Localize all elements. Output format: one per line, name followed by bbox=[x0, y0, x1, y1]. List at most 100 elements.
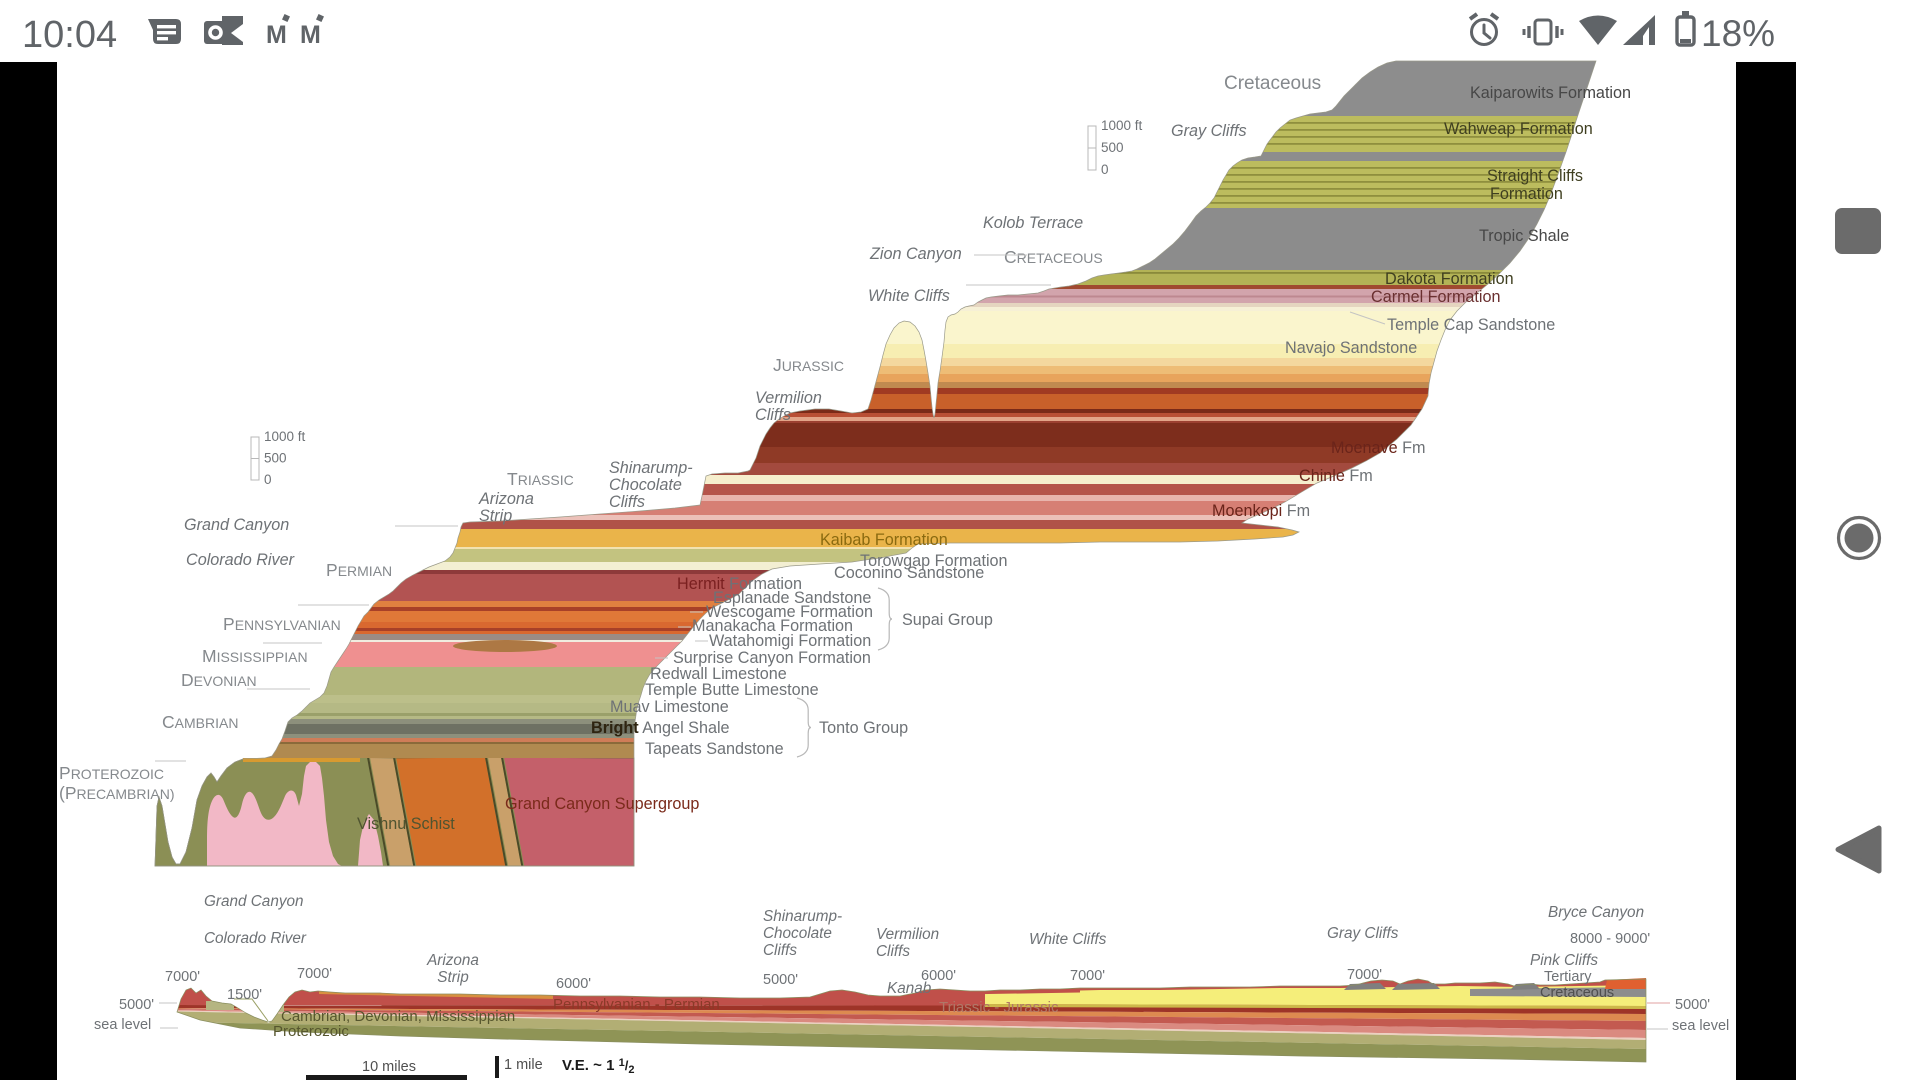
svg-text:Triassic - Jurassic: Triassic - Jurassic bbox=[939, 999, 1059, 1016]
svg-text:MISSISSIPPIAN: MISSISSIPPIAN bbox=[202, 646, 308, 666]
svg-text:Kaiparowits Formation: Kaiparowits Formation bbox=[1470, 84, 1631, 102]
svg-text:500: 500 bbox=[264, 451, 287, 466]
svg-text:Cliffs: Cliffs bbox=[763, 942, 797, 959]
svg-text:Kolob Terrace: Kolob Terrace bbox=[983, 214, 1083, 232]
svg-text:6000': 6000' bbox=[921, 968, 956, 984]
svg-text:Zion Canyon: Zion Canyon bbox=[869, 245, 962, 263]
svg-text:(PRECAMBRIAN): (PRECAMBRIAN) bbox=[59, 783, 175, 803]
svg-text:Moenave Fm: Moenave Fm bbox=[1331, 439, 1425, 457]
svg-text:Arizona: Arizona bbox=[478, 490, 534, 508]
svg-text:1 mile: 1 mile bbox=[504, 1057, 543, 1073]
svg-text:Kanab: Kanab bbox=[887, 980, 932, 997]
svg-text:1500': 1500' bbox=[227, 987, 262, 1003]
svg-text:6000': 6000' bbox=[556, 976, 591, 992]
svg-text:Torowgap Formation: Torowgap Formation bbox=[860, 552, 1008, 570]
svg-text:sea level: sea level bbox=[1672, 1018, 1729, 1034]
svg-text:8000 - 9000': 8000 - 9000' bbox=[1570, 931, 1650, 947]
svg-text:Tropic Shale: Tropic Shale bbox=[1479, 227, 1569, 245]
svg-text:Gray Cliffs: Gray Cliffs bbox=[1171, 122, 1247, 140]
svg-text:Shinarump-: Shinarump- bbox=[763, 908, 842, 925]
svg-text:Formation: Formation bbox=[1490, 185, 1563, 203]
svg-text:Manakacha Formation: Manakacha Formation bbox=[692, 617, 853, 635]
svg-text:10:04: 10:04 bbox=[22, 14, 117, 56]
svg-text:Temple Cap Sandstone: Temple Cap Sandstone bbox=[1387, 316, 1555, 334]
svg-text:Supai Group: Supai Group bbox=[902, 611, 993, 629]
svg-text:Arizona: Arizona bbox=[426, 952, 479, 969]
svg-text:Esplanade Sandstone: Esplanade Sandstone bbox=[713, 589, 871, 607]
svg-text:PERMIAN: PERMIAN bbox=[326, 560, 392, 580]
svg-text:5000': 5000' bbox=[119, 997, 154, 1013]
svg-text:Cliffs: Cliffs bbox=[755, 406, 791, 424]
svg-text:Colorado River: Colorado River bbox=[204, 930, 307, 947]
svg-text:1000 ft: 1000 ft bbox=[1101, 118, 1143, 133]
svg-text:DEVONIAN: DEVONIAN bbox=[181, 670, 257, 690]
svg-text:Bryce Canyon: Bryce Canyon bbox=[1548, 904, 1644, 921]
svg-text:CRETACEOUS: CRETACEOUS bbox=[1004, 247, 1103, 267]
svg-text:Redwall Limestone: Redwall Limestone bbox=[650, 665, 787, 683]
svg-text:Moenkopi Fm: Moenkopi Fm bbox=[1212, 502, 1310, 520]
svg-text:18%: 18% bbox=[1701, 13, 1775, 54]
svg-text:5000': 5000' bbox=[1675, 997, 1710, 1013]
svg-text:M: M bbox=[266, 21, 287, 49]
svg-text:Chinle Fm: Chinle Fm bbox=[1299, 467, 1373, 485]
svg-text:PROTEROZOIC: PROTEROZOIC bbox=[59, 763, 164, 783]
svg-text:7000': 7000' bbox=[297, 966, 332, 982]
svg-text:Tonto Group: Tonto Group bbox=[819, 719, 908, 737]
svg-text:Cretaceous: Cretaceous bbox=[1224, 73, 1321, 94]
svg-text:Vermilion: Vermilion bbox=[755, 389, 822, 407]
svg-text:Proterozoic: Proterozoic bbox=[273, 1023, 349, 1040]
svg-text:PENNSYLVANIAN: PENNSYLVANIAN bbox=[223, 614, 341, 634]
svg-text:Wahweap Formation: Wahweap Formation bbox=[1444, 120, 1593, 138]
svg-text:Grand Canyon: Grand Canyon bbox=[184, 516, 289, 534]
svg-text:Strip: Strip bbox=[479, 507, 512, 525]
svg-text:10 miles: 10 miles bbox=[362, 1059, 416, 1075]
svg-text:7000': 7000' bbox=[1347, 967, 1382, 983]
svg-text:CAMBRIAN: CAMBRIAN bbox=[162, 712, 238, 732]
svg-text:Carmel Formation: Carmel Formation bbox=[1371, 288, 1501, 306]
svg-text:Gray Cliffs: Gray Cliffs bbox=[1327, 925, 1399, 942]
svg-text:Cliffs: Cliffs bbox=[876, 943, 910, 960]
svg-text:Kaibab Formation: Kaibab Formation bbox=[820, 531, 948, 549]
svg-text:V.E. ~ 1 1/2: V.E. ~ 1 1/2 bbox=[562, 1057, 634, 1076]
svg-text:Cambrian, Devonian, Mississipp: Cambrian, Devonian, Mississippian bbox=[281, 1008, 515, 1025]
svg-text:Strip: Strip bbox=[437, 969, 469, 986]
svg-text:Chocolate: Chocolate bbox=[609, 476, 682, 494]
svg-text:Colorado River: Colorado River bbox=[186, 551, 295, 569]
svg-text:M: M bbox=[300, 21, 321, 49]
svg-text:Pennsylvanian - Permian: Pennsylvanian - Permian bbox=[553, 996, 720, 1013]
svg-text:0: 0 bbox=[264, 472, 272, 487]
svg-text:Bright Angel Shale: Bright Angel Shale bbox=[591, 719, 730, 737]
svg-text:7000': 7000' bbox=[1070, 968, 1105, 984]
svg-text:Pink Cliffs: Pink Cliffs bbox=[1530, 952, 1598, 969]
svg-text:Shinarump-: Shinarump- bbox=[609, 459, 693, 477]
svg-text:JURASSIC: JURASSIC bbox=[773, 355, 844, 375]
svg-text:500: 500 bbox=[1101, 140, 1124, 155]
svg-text:Straight Cliffs: Straight Cliffs bbox=[1487, 167, 1583, 185]
svg-text:White Cliffs: White Cliffs bbox=[1029, 931, 1107, 948]
svg-text:Grand Canyon: Grand Canyon bbox=[204, 893, 304, 910]
svg-text:Navajo Sandstone: Navajo Sandstone bbox=[1285, 339, 1417, 357]
svg-text:Muav Limestone: Muav Limestone bbox=[610, 698, 729, 716]
svg-text:White Cliffs: White Cliffs bbox=[868, 287, 950, 305]
svg-text:Dakota Formation: Dakota Formation bbox=[1385, 270, 1514, 288]
svg-text:Tertiary: Tertiary bbox=[1544, 969, 1592, 985]
svg-text:1000 ft: 1000 ft bbox=[264, 429, 306, 444]
svg-text:Temple Butte Limestone: Temple Butte Limestone bbox=[645, 681, 819, 699]
svg-text:Cretaceous: Cretaceous bbox=[1540, 985, 1614, 1001]
svg-text:Surprise Canyon Formation: Surprise Canyon Formation bbox=[673, 649, 871, 667]
svg-text:7000': 7000' bbox=[165, 969, 200, 985]
svg-text:Vermilion: Vermilion bbox=[876, 926, 939, 943]
svg-text:Grand Canyon Supergroup: Grand Canyon Supergroup bbox=[505, 795, 699, 813]
svg-text:TRIASSIC: TRIASSIC bbox=[507, 469, 574, 489]
svg-text:Tapeats Sandstone: Tapeats Sandstone bbox=[645, 740, 784, 758]
svg-text:5000': 5000' bbox=[763, 972, 798, 988]
svg-text:0: 0 bbox=[1101, 162, 1109, 177]
svg-text:Watahomigi Formation: Watahomigi Formation bbox=[709, 632, 871, 650]
svg-text:Cliffs: Cliffs bbox=[609, 493, 645, 511]
svg-text:Coconino Sandstone: Coconino Sandstone bbox=[834, 564, 984, 582]
svg-text:sea level: sea level bbox=[94, 1017, 151, 1033]
svg-text:Vishnu Schist: Vishnu Schist bbox=[357, 815, 455, 833]
svg-text:Chocolate: Chocolate bbox=[763, 925, 832, 942]
svg-text:Hermit Formation: Hermit Formation bbox=[677, 575, 802, 593]
svg-text:Wescogame Formation: Wescogame Formation bbox=[706, 603, 873, 621]
